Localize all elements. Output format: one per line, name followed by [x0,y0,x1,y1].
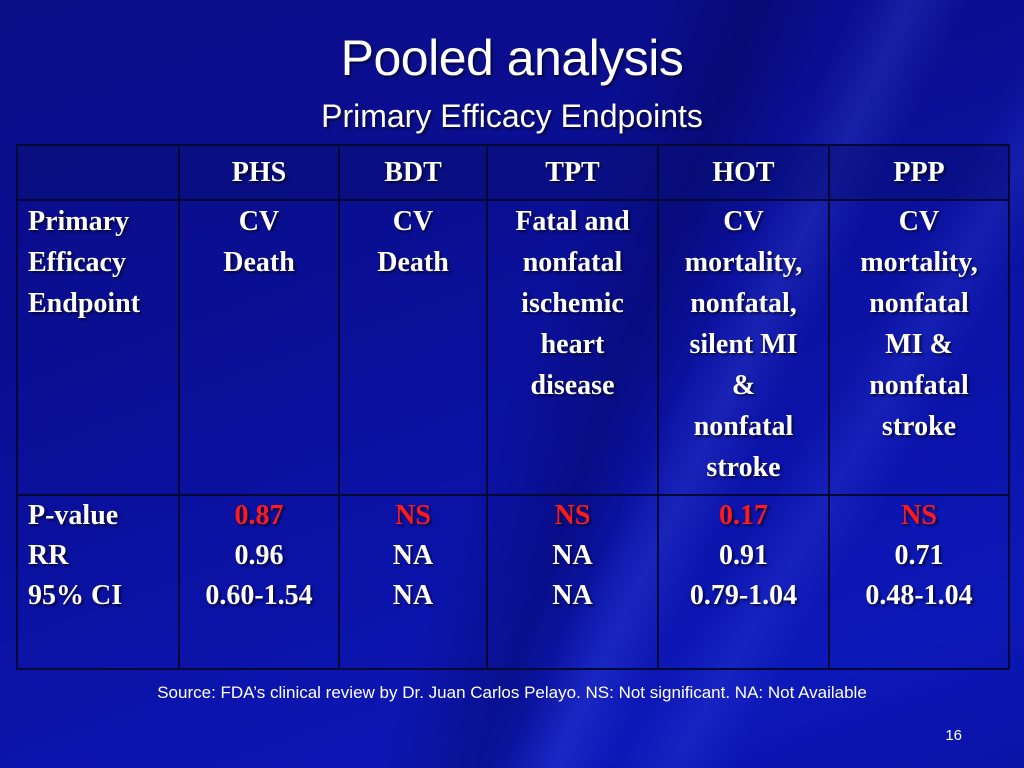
header-cell-phs: PHS [178,144,340,201]
slide-title: Pooled analysis [340,30,684,86]
endpoint-cell-ppp: CV mortality, nonfatal MI & nonfatal str… [828,199,1010,496]
cell-line: Death [223,247,295,278]
stats-cell-tpt: NS NA NA [486,494,659,670]
p-value: NS [901,500,937,531]
stats-cell-ppp: NS 0.71 0.48-1.04 [828,494,1010,670]
slide-subtitle: Primary Efficacy Endpoints [321,98,703,134]
endpoint-cell-hot: CV mortality, nonfatal, silent MI & nonf… [657,199,830,496]
cell-line: mortality, [684,247,803,278]
cell-line: stroke [706,452,781,483]
cell-line: nonfatal [522,247,623,278]
cell-line: nonfatal [693,411,794,442]
cell-line: CV [392,206,434,237]
cell-line: heart [540,329,605,360]
p-value: 0.87 [234,500,284,531]
cell-line: silent MI [689,329,798,360]
header-cell-ppp: PPP [828,144,1010,201]
source-footnote: Source: FDA’s clinical review by Dr. Jua… [157,683,867,702]
confidence-interval: NA [552,580,593,611]
endpoint-cell-phs: CV Death [178,199,340,496]
cell-line: nonfatal [869,288,969,319]
cell-line: Fatal and [515,206,630,237]
header-cell-tpt: TPT [486,144,659,201]
confidence-interval: 0.48-1.04 [865,580,973,611]
label-95-ci: 95% CI [28,580,123,611]
cell-line: MI & [885,329,953,360]
cell-line: & [731,370,756,401]
p-value: NS [395,500,431,531]
stats-cell-hot: 0.17 0.91 0.79-1.04 [657,494,830,670]
cell-line: CV [898,206,940,237]
header-row: PHS BDT TPT HOT PPP [16,144,1010,201]
header-cell-hot: HOT [657,144,830,201]
relative-risk: 0.71 [894,540,944,571]
header-cell-bdt: BDT [338,144,488,201]
relative-risk: 0.96 [234,540,284,571]
label-line: Primary [28,206,130,237]
confidence-interval: NA [392,580,434,611]
cell-line: CV [238,206,280,237]
cell-line: CV [723,206,764,237]
row-label-primary-efficacy-endpoint: Primary Efficacy Endpoint [16,199,180,496]
stats-cell-bdt: NS NA NA [338,494,488,670]
cell-line: Death [377,247,449,278]
stats-cell-phs: 0.87 0.96 0.60-1.54 [178,494,340,670]
table-row-statistics: P-value RR 95% CI 0.87 0.96 0.60-1.54 NS… [16,494,1010,670]
cell-line: stroke [881,411,957,442]
cell-line: mortality, [860,247,978,278]
label-line: Endpoint [28,288,141,319]
p-value: 0.17 [719,500,768,531]
confidence-interval: 0.60-1.54 [205,580,313,611]
relative-risk: NA [552,540,593,571]
label-line: Efficacy [28,247,126,278]
cell-line: nonfatal [869,370,969,401]
label-rr: RR [28,540,69,571]
label-p-value: P-value [28,500,119,531]
cell-line: ischemic [521,288,624,319]
cell-line: disease [530,370,615,401]
table-row-primary-endpoint: Primary Efficacy Endpoint CV Death CV De… [16,199,1010,496]
endpoint-cell-tpt: Fatal and nonfatal ischemic heart diseas… [486,199,659,496]
cell-line: nonfatal, [690,288,797,319]
pooled-analysis-table: PHS BDT TPT HOT PPP Primary Efficacy End… [16,144,1010,670]
endpoint-cell-bdt: CV Death [338,199,488,496]
p-value: NS [554,500,591,531]
row-label-statistics: P-value RR 95% CI [16,494,180,670]
page-number: 16 [945,727,962,744]
confidence-interval: 0.79-1.04 [689,580,798,611]
relative-risk: 0.91 [719,540,768,571]
relative-risk: NA [392,540,434,571]
header-cell-empty [16,144,180,201]
